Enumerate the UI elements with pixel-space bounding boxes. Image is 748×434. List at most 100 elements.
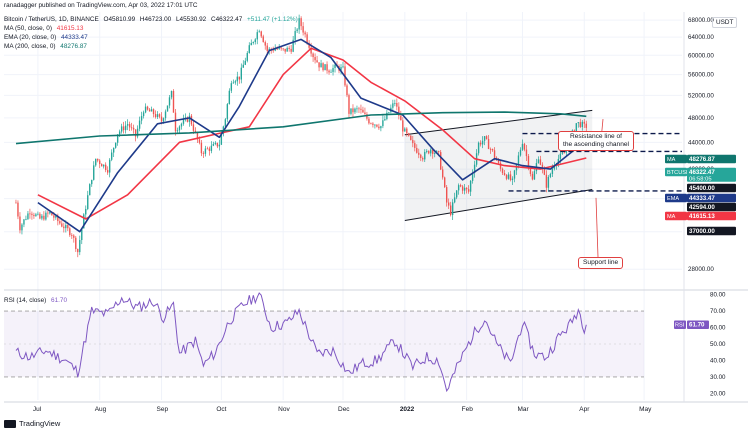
tradingview-icon (4, 420, 16, 429)
indicator-ma50-value: 41615.13 (56, 25, 84, 32)
time-tick-label: Aug (95, 406, 107, 413)
candle-body (51, 211, 53, 216)
candle-body (43, 215, 45, 220)
candle-body (132, 127, 135, 130)
candle-body (332, 67, 334, 72)
rsi-line (15, 292, 587, 393)
rsi-header[interactable]: RSI (14, close) 61.70 (4, 297, 70, 306)
candle-body (67, 224, 69, 229)
candle-body (33, 214, 35, 217)
indicator-ema20[interactable]: EMA (20, close, 0) 44333.47 (4, 34, 91, 43)
candle-body (282, 48, 284, 50)
indicator-ema20-label: EMA (20, close, 0) (4, 34, 57, 41)
candle-body (85, 208, 87, 215)
currency-badge[interactable]: USDT (712, 17, 738, 28)
candle-body (61, 223, 63, 227)
candle-body (226, 104, 229, 120)
candle-body (432, 149, 434, 154)
time-tick-label: Dec (338, 406, 350, 413)
price-label-name: BTCUSDT (667, 170, 694, 176)
time-tick-label: Jul (33, 406, 42, 413)
candle-body (89, 184, 91, 196)
time-tick-label: 2022 (400, 406, 415, 413)
candle-body (224, 119, 227, 127)
candle-body (358, 108, 360, 110)
candle-body (39, 213, 41, 219)
price-tick-label: 48000.00 (688, 115, 714, 122)
candle-body (27, 213, 29, 220)
moving-averages (15, 38, 587, 233)
candle-body (37, 213, 39, 215)
candle-body (342, 66, 344, 68)
candle-body (362, 109, 364, 113)
candle-body (252, 42, 254, 43)
candle-body (83, 214, 85, 229)
candle-body (418, 152, 420, 155)
symbol-line: Bitcoin / TetherUS, 1D, BINANCE O45810.9… (4, 16, 301, 25)
candle-body (186, 117, 189, 122)
candle-body (316, 60, 318, 63)
candle-body (585, 123, 587, 128)
price-label-value: 44333.47 (689, 195, 715, 202)
candle-body (366, 114, 368, 119)
price-label-value: 45400.00 (689, 185, 715, 192)
candle-body (128, 124, 131, 128)
rsi-tick-label: 60.00 (710, 325, 726, 332)
candle-body (318, 62, 320, 68)
candle-body (256, 32, 258, 40)
candle-body (59, 221, 61, 224)
candle-body (360, 108, 362, 110)
tradingview-logo[interactable]: TradingView (4, 419, 60, 429)
candle-body (497, 160, 500, 163)
candle-body (304, 32, 306, 35)
candle-body (95, 158, 97, 166)
candle-body (501, 168, 504, 174)
candle-body (276, 48, 278, 50)
candle-body (228, 90, 231, 105)
candle-body (244, 60, 246, 65)
candle-body (110, 152, 113, 160)
candle-body (218, 144, 221, 147)
rsi-tick-label: 70.00 (710, 308, 726, 315)
candle-body (461, 186, 464, 191)
candle-body (206, 148, 209, 150)
candle-body (146, 106, 149, 110)
candle-body (527, 156, 530, 168)
candle-body (553, 165, 556, 169)
indicator-ma200[interactable]: MA (200, close, 0) 48276.87 (4, 43, 90, 52)
candle-body (493, 150, 496, 158)
indicator-ma50[interactable]: MA (50, close, 0) 41615.13 (4, 25, 86, 34)
price-tick-label: 52000.00 (688, 92, 714, 99)
candle-body (505, 175, 508, 179)
candle-body (440, 152, 442, 170)
candle-body (140, 116, 143, 121)
candle-body (220, 133, 223, 145)
candle-body (579, 122, 581, 128)
candle-body (106, 170, 109, 173)
candle-body (99, 160, 101, 165)
candle-body (487, 139, 490, 149)
time-tick-label: May (639, 406, 652, 413)
price-label-box (687, 211, 736, 221)
candle-body (543, 168, 546, 175)
time-tick-label: Oct (216, 406, 226, 413)
price-label-value: 48276.87 (689, 156, 715, 163)
rsi-value-box (687, 320, 709, 330)
candle-body (328, 70, 330, 73)
candle-body (178, 126, 181, 131)
rsi-panel: 20.00 30.00 40.00 50.00 60.00 70.00 80.00 RSI 61… (4, 292, 726, 397)
candle-body (150, 109, 153, 112)
candle-body (236, 76, 239, 82)
candle-body (513, 170, 516, 179)
candle-body (346, 85, 348, 96)
candle-body (521, 143, 524, 150)
price-label-tag (665, 193, 687, 203)
candle-body (65, 224, 67, 229)
candle-body (354, 108, 356, 113)
support-callout: Support line (578, 257, 624, 269)
candle-body (288, 47, 290, 49)
candle-body (302, 26, 304, 33)
candle-body (430, 149, 432, 154)
candle-body (47, 212, 49, 214)
candle-body (204, 148, 207, 154)
